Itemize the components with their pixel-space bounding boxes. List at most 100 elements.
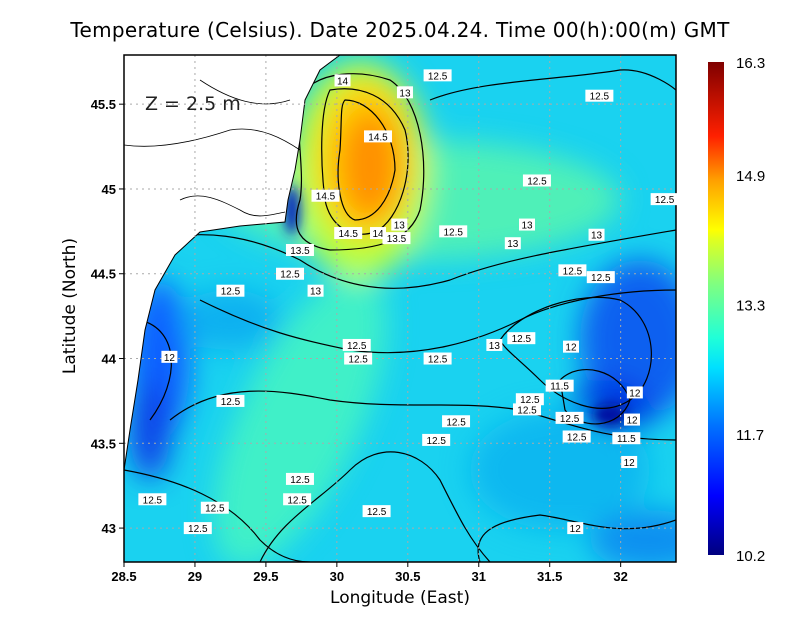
contour-label-bg bbox=[311, 189, 340, 202]
contour-label: 12.5 bbox=[348, 355, 368, 366]
y-tick-label: 44.5 bbox=[91, 267, 116, 282]
contour-label-bg bbox=[216, 394, 245, 407]
contour-label-bg bbox=[423, 69, 452, 82]
contour-label: 13 bbox=[507, 239, 519, 250]
chart-title: Temperature (Celsius). Date 2025.04.24. … bbox=[70, 18, 730, 42]
colorbar-tick-label: 11.7 bbox=[736, 427, 764, 444]
contour-label-bg bbox=[285, 472, 314, 485]
contour-label-bg bbox=[504, 237, 521, 250]
x-tick-label: 32 bbox=[613, 569, 627, 584]
contour-label-bg bbox=[519, 218, 536, 231]
contour-label: 12.5 bbox=[290, 475, 310, 486]
contour-label: 11.5 bbox=[617, 434, 636, 445]
contour-label-bg bbox=[522, 174, 551, 187]
contour-label-bg bbox=[138, 493, 167, 506]
contour-label: 12 bbox=[565, 343, 577, 354]
contour-label-bg bbox=[513, 403, 542, 416]
contour-label: 12 bbox=[624, 458, 636, 469]
contour-label-bg bbox=[562, 340, 579, 353]
contour-label: 12 bbox=[164, 353, 176, 364]
x-tick-label: 31 bbox=[472, 569, 486, 584]
colorbar-tick-label: 14.9 bbox=[736, 168, 765, 185]
colorbar-tick-label: 10.2 bbox=[736, 548, 765, 565]
contour-label-bg bbox=[545, 379, 574, 392]
land-mass bbox=[124, 55, 341, 471]
contour-label: 13 bbox=[591, 231, 603, 242]
y-tick-label: 43.5 bbox=[91, 436, 116, 451]
contour-label: 12.5 bbox=[563, 266, 583, 277]
depth-annotation: Z = 2.5 m bbox=[145, 93, 241, 115]
contour-label-bg bbox=[334, 227, 363, 240]
contour-label-bg bbox=[370, 227, 387, 240]
x-tick-label: 28.5 bbox=[111, 569, 136, 584]
y-tick-label: 43 bbox=[102, 521, 116, 536]
contour-label: 12.5 bbox=[221, 397, 241, 408]
contour-label: 12.5 bbox=[280, 270, 300, 281]
contour-label: 12.5 bbox=[347, 341, 367, 352]
contour-label: 12.5 bbox=[591, 273, 611, 284]
contour-label-bg bbox=[285, 244, 314, 256]
contour-label: 14 bbox=[337, 76, 349, 87]
contour-label: 12.5 bbox=[367, 507, 387, 518]
contour-label-bg bbox=[364, 130, 393, 143]
contour-label-bg bbox=[161, 350, 178, 363]
contour-label: 12.5 bbox=[590, 92, 610, 103]
contour-label-bg bbox=[442, 415, 471, 428]
plot-frame bbox=[123, 54, 677, 563]
x-tick-label: 31.5 bbox=[537, 569, 562, 584]
contour-label: 12.5 bbox=[655, 195, 675, 206]
contour-label: 11.5 bbox=[550, 382, 569, 393]
contour-label-bg bbox=[486, 338, 503, 351]
x-tick-label: 30.5 bbox=[395, 569, 420, 584]
y-tick-label: 45 bbox=[102, 182, 116, 197]
contour-label: 12.5 bbox=[287, 495, 307, 506]
x-axis-label: Longitude (East) bbox=[330, 588, 470, 608]
contour-label: 12.5 bbox=[426, 436, 446, 447]
contour-label: 12 bbox=[626, 416, 638, 427]
contour-label-bg bbox=[391, 218, 408, 231]
contour-label-bg bbox=[567, 522, 584, 535]
contour-label: 14.5 bbox=[316, 192, 336, 203]
colorbar-tick-label: 13.3 bbox=[736, 297, 765, 314]
contour-label-bg bbox=[439, 225, 468, 238]
contour-label: 13.5 bbox=[387, 234, 407, 245]
contour-label: 12.5 bbox=[512, 334, 532, 345]
y-axis: 43 43.5 44 44.5 45 45.5 bbox=[91, 97, 124, 536]
contour-label-bg bbox=[276, 267, 305, 280]
contour-label-bg bbox=[650, 193, 679, 206]
contour-label: 13.5 bbox=[290, 246, 310, 257]
colorbar-ticks: 10.2 11.7 13.3 14.9 16.3 bbox=[736, 55, 765, 565]
contour-label-bg bbox=[515, 393, 544, 406]
contour-label: 12.5 bbox=[567, 433, 587, 444]
contour-label-bg bbox=[612, 432, 641, 445]
contour-label: 12.5 bbox=[205, 504, 225, 515]
contour-label: 12.5 bbox=[443, 227, 463, 238]
colorbar bbox=[708, 62, 724, 555]
contour-label: 13 bbox=[489, 341, 501, 352]
y-tick-label: 45.5 bbox=[91, 97, 116, 112]
contour-label: 14.5 bbox=[338, 229, 358, 240]
contour-label-bg bbox=[621, 455, 638, 468]
contour-label-bg bbox=[423, 352, 452, 365]
contour-label-bg bbox=[334, 74, 351, 87]
land-borders bbox=[124, 79, 301, 217]
contour-label-bg bbox=[396, 86, 413, 99]
contour-label-bg bbox=[362, 505, 391, 518]
contour-label: 13 bbox=[394, 221, 406, 232]
contour-label: 13 bbox=[310, 287, 322, 298]
contour-label: 12.5 bbox=[520, 395, 540, 406]
contour-label-bg bbox=[624, 413, 641, 426]
contour-label-bg bbox=[283, 493, 312, 506]
y-axis-label: Latitude (North) bbox=[60, 237, 80, 375]
contour-label: 14 bbox=[372, 229, 384, 240]
contour-label-bg bbox=[200, 501, 229, 514]
contour-label-bg bbox=[555, 411, 584, 424]
contour-label-bg bbox=[422, 433, 451, 446]
contour-label-bg bbox=[183, 522, 212, 535]
x-tick-label: 29.5 bbox=[253, 569, 278, 584]
y-tick-label: 44 bbox=[102, 352, 117, 367]
contour-label-bg bbox=[585, 89, 614, 102]
contour-label: 12.5 bbox=[527, 176, 547, 187]
